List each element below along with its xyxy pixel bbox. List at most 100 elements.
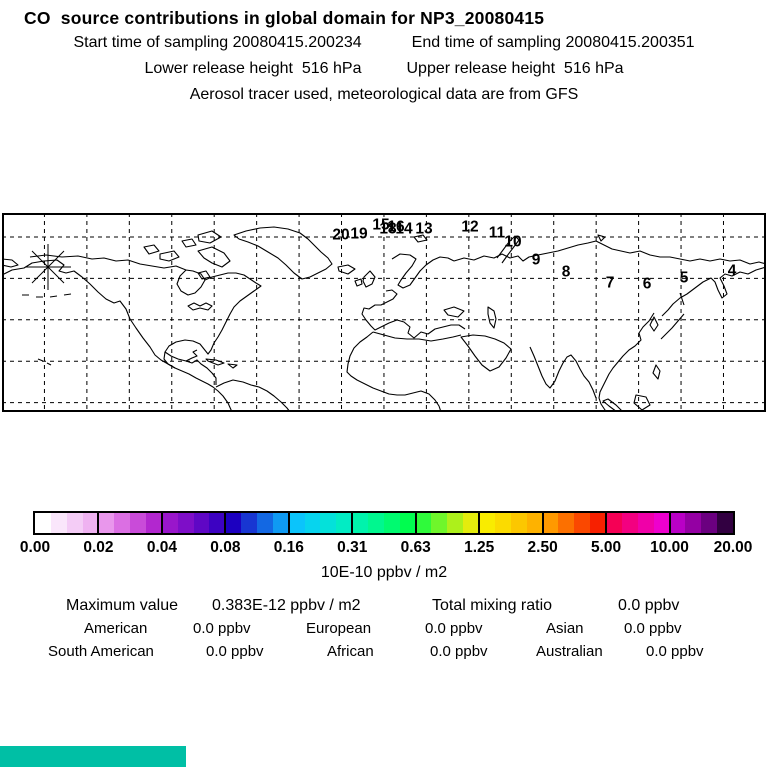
colorbar-cell bbox=[336, 513, 353, 533]
colorbar-tick-label: 0.02 bbox=[83, 539, 114, 556]
colorbar-tick-label: 0.00 bbox=[19, 539, 51, 556]
trajectory-hour-label: 6 bbox=[643, 276, 652, 293]
trajectory-hour-label: 7 bbox=[606, 275, 615, 292]
trajectory-hour-label: 19 bbox=[350, 226, 368, 243]
coastline-path bbox=[197, 270, 211, 280]
colorbar-tick-label: 1.25 bbox=[464, 539, 495, 556]
colorbar-major-tick bbox=[351, 513, 354, 533]
trajectory-hour-label: 10 bbox=[504, 234, 521, 251]
coastline-path bbox=[215, 379, 291, 412]
max-value-number: 0.383E-12 ppbv / m2 bbox=[212, 597, 361, 614]
coastline-path bbox=[362, 270, 376, 288]
coastline-path bbox=[354, 278, 363, 287]
upper-release-text: Upper release height 516 hPa bbox=[406, 60, 624, 77]
coastline-path bbox=[205, 358, 225, 366]
region-value: 0.0 ppbv bbox=[430, 643, 488, 660]
colorbar-major-tick bbox=[97, 513, 100, 533]
region-value: 0.0 ppbv bbox=[206, 643, 264, 660]
colorbar-tick-label: 5.00 bbox=[590, 539, 622, 556]
coastline-path bbox=[443, 306, 465, 318]
total-mixing-ratio-label: Total mixing ratio bbox=[432, 597, 553, 614]
colorbar-tick-label: 10.00 bbox=[650, 539, 689, 556]
start-time-text: Start time of sampling 20080415.200234 bbox=[73, 34, 362, 51]
region-name: European bbox=[306, 620, 372, 637]
coastline-path bbox=[496, 235, 520, 264]
coastline-path bbox=[164, 278, 262, 362]
coastline-path bbox=[22, 293, 72, 298]
coastline-path bbox=[181, 238, 197, 248]
colorbar-cell bbox=[494, 513, 511, 533]
colorbar-cell bbox=[653, 513, 670, 533]
coastline-path bbox=[361, 289, 466, 339]
colorbar-cell bbox=[114, 513, 131, 533]
trajectory-hour-label: 18 bbox=[379, 221, 397, 238]
colorbar-cell bbox=[431, 513, 448, 533]
colorbar-cell bbox=[66, 513, 83, 533]
concentration-colorbar bbox=[33, 511, 735, 535]
colorbar-cell bbox=[35, 513, 51, 533]
end-time-text: End time of sampling 20080415.200351 bbox=[411, 34, 695, 51]
colorbar-cell bbox=[447, 513, 464, 533]
colorbar-major-tick bbox=[287, 513, 290, 533]
colorbar-cell bbox=[288, 513, 305, 533]
trajectory-hour-label: 11 bbox=[489, 225, 506, 242]
coastline-path bbox=[460, 334, 512, 372]
trajectory-hour-label: 13 bbox=[415, 221, 433, 238]
region-name: South American bbox=[48, 643, 154, 660]
colorbar-cell bbox=[241, 513, 258, 533]
colorbar-tick-label: 0.16 bbox=[273, 539, 304, 556]
colorbar-cell bbox=[685, 513, 702, 533]
plot-title: CO source contributions in global domain… bbox=[24, 8, 545, 28]
colorbar-cell bbox=[621, 513, 638, 533]
colorbar-cell bbox=[542, 513, 559, 533]
colorbar-cell bbox=[605, 513, 622, 533]
colorbar-major-tick bbox=[160, 513, 163, 533]
tracer-info-row: Aerosol tracer used, meteorological data… bbox=[0, 86, 768, 104]
colorbar-cell bbox=[590, 513, 606, 533]
star-spoke bbox=[31, 250, 65, 284]
coastline-path bbox=[176, 269, 206, 296]
coastline-path bbox=[227, 363, 238, 369]
coastline-path bbox=[185, 359, 217, 385]
colorbar-cell bbox=[50, 513, 67, 533]
colorbar-cell bbox=[193, 513, 210, 533]
colorbar-major-tick bbox=[224, 513, 227, 533]
colorbar-cell bbox=[716, 513, 733, 533]
coastline-path bbox=[529, 346, 597, 399]
coastline-path bbox=[37, 358, 52, 366]
coastline-path bbox=[163, 351, 176, 369]
trajectory-hour-label: 8 bbox=[562, 264, 571, 281]
colorbar-cell bbox=[352, 513, 369, 533]
max-value-label: Maximum value bbox=[66, 597, 179, 614]
region-value: 0.0 ppbv bbox=[425, 620, 483, 637]
coastline-path bbox=[197, 230, 222, 244]
colorbar-cell bbox=[209, 513, 226, 533]
colorbar-cell bbox=[637, 513, 654, 533]
coastline-path bbox=[597, 234, 606, 242]
coastline-path bbox=[391, 253, 455, 289]
colorbar-cells bbox=[35, 513, 733, 533]
colorbar-major-tick bbox=[605, 513, 608, 533]
coastline-path bbox=[649, 316, 659, 332]
colorbar-tick-label: 0.31 bbox=[337, 539, 368, 556]
colorbar-cell bbox=[320, 513, 337, 533]
coastline-path bbox=[453, 240, 766, 265]
colorbar-cell bbox=[161, 513, 178, 533]
region-name: African bbox=[327, 643, 374, 660]
region-name: Australian bbox=[536, 643, 603, 660]
coastline-path bbox=[159, 250, 180, 262]
colorbar-units-label: 10E-10 ppbv / m2 bbox=[320, 564, 448, 581]
colorbar-cell bbox=[415, 513, 432, 533]
colorbar-cell bbox=[304, 513, 321, 533]
coastline-path bbox=[372, 331, 462, 342]
colorbar-cell bbox=[257, 513, 273, 533]
colorbar-cell bbox=[383, 513, 400, 533]
coastline-path bbox=[413, 234, 428, 243]
trajectory-hour-label: 12 bbox=[461, 219, 478, 236]
source-location-star-icon bbox=[25, 244, 71, 290]
region-value: 0.0 ppbv bbox=[193, 620, 251, 637]
coastline-path bbox=[652, 364, 661, 380]
